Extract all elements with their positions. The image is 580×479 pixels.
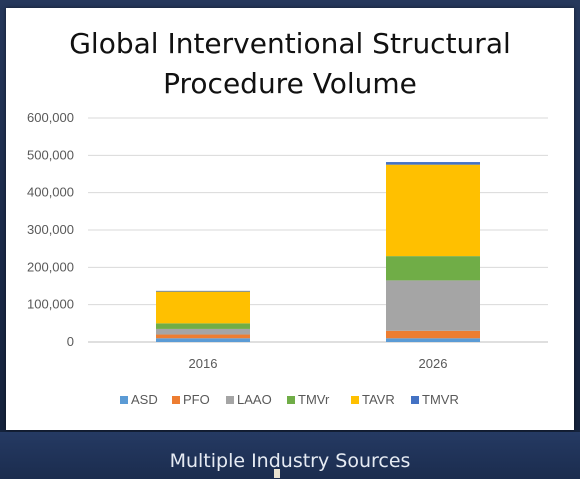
y-tick-label: 300,000	[27, 222, 74, 237]
legend: ASD PFO LAAO TMVr TAVR TMVR	[120, 392, 459, 407]
footer-band	[0, 432, 580, 479]
y-tick-label: 400,000	[27, 185, 74, 200]
legend-label-laao: LAAO	[237, 392, 272, 407]
y-tick-label: 200,000	[27, 259, 74, 274]
legend-swatch-tavr	[351, 396, 359, 404]
footer-source-text: Multiple Industry Sources	[169, 450, 411, 472]
legend-label-tavr: TAVR	[362, 392, 395, 407]
y-tick-label: 500,000	[27, 147, 74, 162]
y-axis-tick-labels: 0 100,000 200,000 300,000 400,000 500,000 600,…	[27, 110, 74, 349]
legend-swatch-laao	[226, 396, 234, 404]
legend-swatch-tmvr	[287, 396, 295, 404]
legend-swatch-tmvr	[411, 396, 419, 404]
legend-label-tmvr: TMVR	[422, 392, 459, 407]
bar-segment-tavr-2016	[156, 291, 250, 324]
bar-segment-tmvr-2016	[156, 323, 250, 329]
bar-segment-laao-2026	[386, 280, 480, 331]
bar-segment-pfo-2026	[386, 330, 480, 339]
legend-swatch-asd	[120, 396, 128, 404]
x-tick-label: 2016	[189, 356, 218, 371]
bar-segment-asd-2016	[156, 338, 250, 342]
chart-title-line-1: Global Interventional Structural	[69, 27, 511, 60]
stacked-bar-chart: Global Interventional Structural Procedu…	[27, 27, 548, 407]
legend-label-asd: ASD	[131, 392, 158, 407]
y-tick-label: 0	[67, 334, 74, 349]
bar-segment-tmvr-2016	[156, 290, 250, 292]
legend-swatch-pfo	[172, 396, 180, 404]
y-tick-label: 100,000	[27, 297, 74, 312]
bar-segment-tmvr-2026	[386, 256, 480, 281]
bar-segment-asd-2026	[386, 338, 480, 342]
y-tick-label: 600,000	[27, 110, 74, 125]
x-tick-label: 2026	[419, 356, 448, 371]
legend-label-pfo: PFO	[183, 392, 210, 407]
bar-segment-pfo-2016	[156, 334, 250, 339]
legend-label-tmvr: TMVr	[298, 392, 330, 407]
chart-title-line-2: Procedure Volume	[163, 67, 417, 100]
mouse-cursor	[274, 469, 280, 478]
x-axis-tick-labels: 2016 2026	[189, 356, 448, 371]
bars	[156, 162, 480, 342]
bar-segment-laao-2016	[156, 328, 250, 335]
bar-segment-tmvr-2026	[386, 162, 480, 165]
bar-segment-tavr-2026	[386, 164, 480, 257]
